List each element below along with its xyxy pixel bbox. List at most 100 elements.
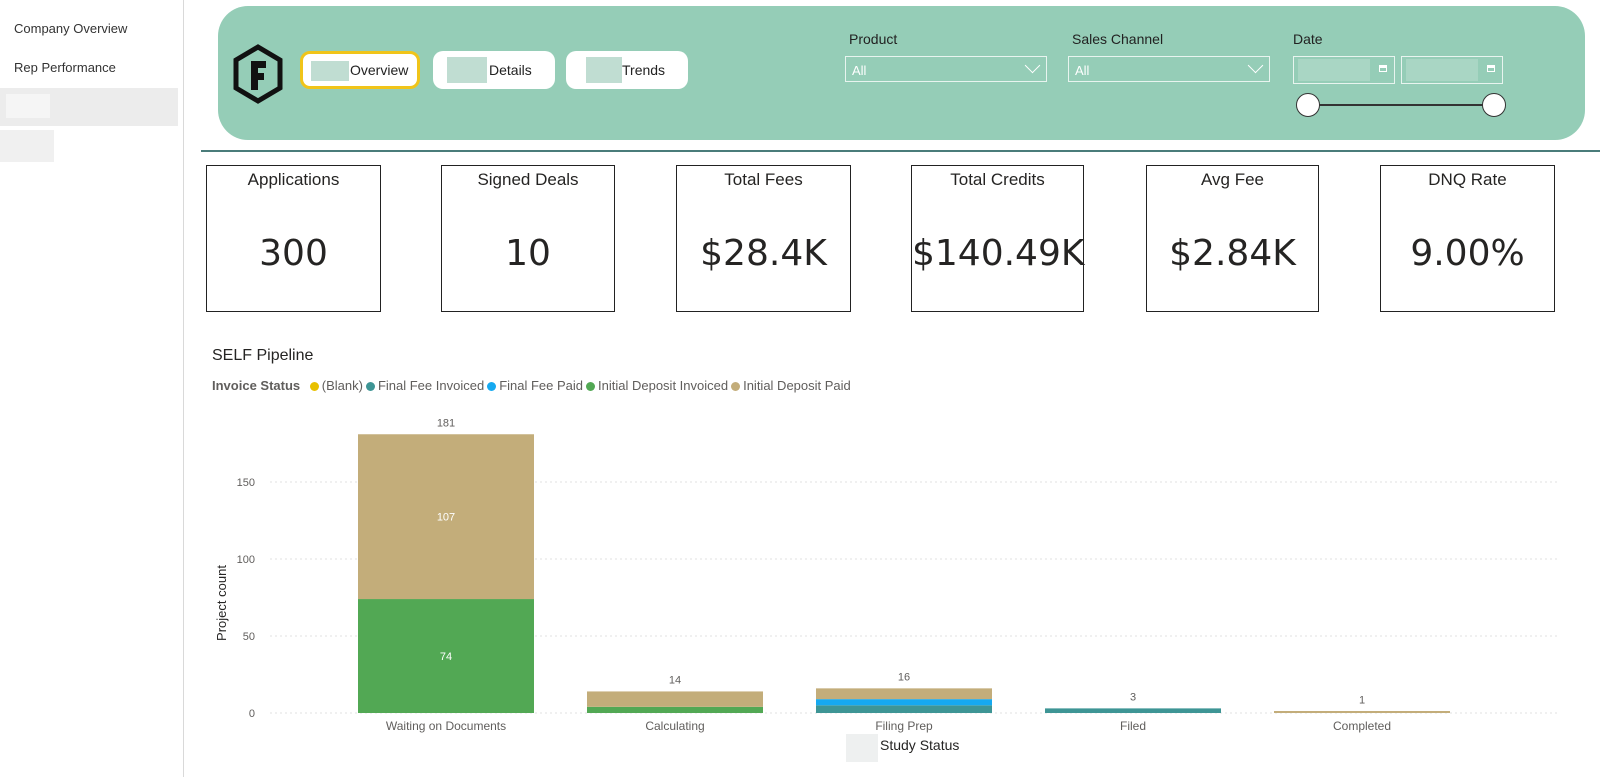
y-tick-label: 150 <box>237 477 255 489</box>
bar-segment-label: 74 <box>440 651 452 663</box>
bar-segment <box>358 434 534 600</box>
legend-dot-icon <box>586 382 596 391</box>
legend-dot-icon <box>731 382 741 391</box>
legend-title: Invoice Status <box>212 378 301 393</box>
legend-label: Final Fee Invoiced <box>377 378 485 393</box>
end-date-input[interactable] <box>1401 56 1503 84</box>
bar-total-label: 3 <box>1130 691 1136 703</box>
bar-segment-label: 107 <box>437 512 455 524</box>
date-filter-label: Date <box>1293 31 1323 47</box>
x-axis-title: Study Status <box>880 737 960 753</box>
kpi-value: $28.4K <box>700 233 827 274</box>
chart-title: SELF Pipeline <box>212 347 314 364</box>
details-button[interactable]: Details <box>433 51 555 89</box>
legend-label: Initial Deposit Invoiced <box>598 378 729 393</box>
legend-item[interactable]: Initial Deposit Paid <box>731 378 851 393</box>
chevron-down-icon <box>1024 57 1041 74</box>
kpi-title: Applications <box>247 170 340 189</box>
stacked-bar-chart: 0 50 100 150 Project count 74 107 181 Waiting on… <box>214 417 1560 733</box>
legend-dot-icon <box>365 382 375 391</box>
legend-item[interactable]: Initial Deposit Invoiced <box>586 378 728 393</box>
bar-segment <box>816 705 992 713</box>
kpi-title: Signed Deals <box>477 170 579 189</box>
x-tick-label: Filing Prep <box>875 719 933 733</box>
kpi-card-avg-fee: Avg Fee $2.84K <box>1146 165 1319 312</box>
chart-legend: Invoice Status (Blank) Final Fee Invoiced… <box>212 378 854 393</box>
y-axis-title: Project count <box>214 565 229 641</box>
kpi-value: 300 <box>259 233 328 274</box>
date-range-slider-track[interactable] <box>1307 104 1493 106</box>
trends-button[interactable]: Trends <box>566 51 688 89</box>
legend-item[interactable]: Final Fee Invoiced <box>365 378 485 393</box>
bar-segment <box>816 688 992 700</box>
overview-button[interactable]: Overview <box>300 51 420 89</box>
kpi-card-signed-deals: Signed Deals 10 <box>441 165 615 312</box>
nav-item-rep-performance[interactable]: Rep Performance <box>14 60 116 75</box>
header-band: Overview Details Trends Product All Sale… <box>218 6 1585 140</box>
bar-total-label: 1 <box>1359 694 1365 706</box>
kpi-value: 10 <box>505 233 551 274</box>
start-date-value <box>1298 59 1370 81</box>
nav-item-redacted-2[interactable] <box>0 130 54 162</box>
kpi-card-applications: Applications 300 <box>206 165 381 312</box>
end-date-value <box>1406 59 1478 81</box>
overview-icon <box>311 61 349 81</box>
kpi-value: 9.00% <box>1410 233 1525 274</box>
kpi-title: DNQ Rate <box>1428 170 1507 189</box>
legend-label: (Blank) <box>321 378 363 393</box>
kpi-value: $140.49K <box>912 233 1085 274</box>
nav-item-redacted[interactable] <box>0 88 178 126</box>
bar-total-label: 16 <box>898 671 910 683</box>
legend-item[interactable]: (Blank) <box>309 378 363 393</box>
y-tick-label: 0 <box>249 708 255 720</box>
overview-label: Overview <box>350 62 409 78</box>
x-tick-label: Filed <box>1120 719 1146 733</box>
sales-channel-filter-label: Sales Channel <box>1072 31 1164 47</box>
kpi-card-total-credits: Total Credits $140.49K <box>911 165 1084 312</box>
kpi-card-total-fees: Total Fees $28.4K <box>676 165 851 312</box>
calendar-icon[interactable] <box>1379 65 1387 72</box>
product-filter-label: Product <box>849 31 898 47</box>
bar-segment <box>1274 711 1450 713</box>
kpi-card-dnq-rate: DNQ Rate 9.00% <box>1380 165 1555 312</box>
bar-segment <box>816 699 992 706</box>
bar-total-label: 14 <box>669 674 681 686</box>
product-dropdown[interactable]: All <box>845 56 1047 82</box>
trends-icon <box>586 57 622 83</box>
date-slider-end-handle[interactable] <box>1482 93 1506 117</box>
bar-segment <box>358 599 534 713</box>
calendar-icon[interactable] <box>1487 65 1495 72</box>
left-nav: Company Overview Rep Performance <box>0 0 184 777</box>
start-date-input[interactable] <box>1293 56 1395 84</box>
company-logo-icon <box>233 44 283 104</box>
x-tick-label: Waiting on Documents <box>386 719 506 733</box>
bar-segment <box>587 706 763 713</box>
details-icon <box>447 57 487 83</box>
trends-label: Trends <box>622 62 666 78</box>
kpi-title: Total Fees <box>724 170 803 189</box>
date-slider-start-handle[interactable] <box>1296 93 1320 117</box>
y-tick-label: 100 <box>237 554 255 566</box>
x-tick-label: Completed <box>1333 719 1391 733</box>
details-label: Details <box>489 62 532 78</box>
bar-segment <box>1045 708 1221 713</box>
nav-item-company-overview[interactable]: Company Overview <box>14 21 128 36</box>
legend-label: Final Fee Paid <box>499 378 584 393</box>
legend-dot-icon <box>309 382 319 391</box>
product-dropdown-value: All <box>852 63 867 78</box>
kpi-value: $2.84K <box>1169 233 1296 274</box>
bar-segment <box>587 691 763 707</box>
kpi-title: Avg Fee <box>1200 170 1264 189</box>
x-axis-icon <box>846 734 878 762</box>
kpi-title: Total Credits <box>950 170 1045 189</box>
sales-channel-dropdown[interactable]: All <box>1068 56 1270 82</box>
x-tick-label: Calculating <box>645 719 704 733</box>
legend-dot-icon <box>487 382 497 391</box>
header-divider <box>201 150 1600 152</box>
sales-channel-dropdown-value: All <box>1075 63 1090 78</box>
legend-label: Initial Deposit Paid <box>743 378 851 393</box>
chevron-down-icon <box>1247 57 1264 74</box>
y-tick-label: 50 <box>243 631 255 643</box>
bar-total-label: 181 <box>437 417 455 429</box>
legend-item[interactable]: Final Fee Paid <box>487 378 583 393</box>
